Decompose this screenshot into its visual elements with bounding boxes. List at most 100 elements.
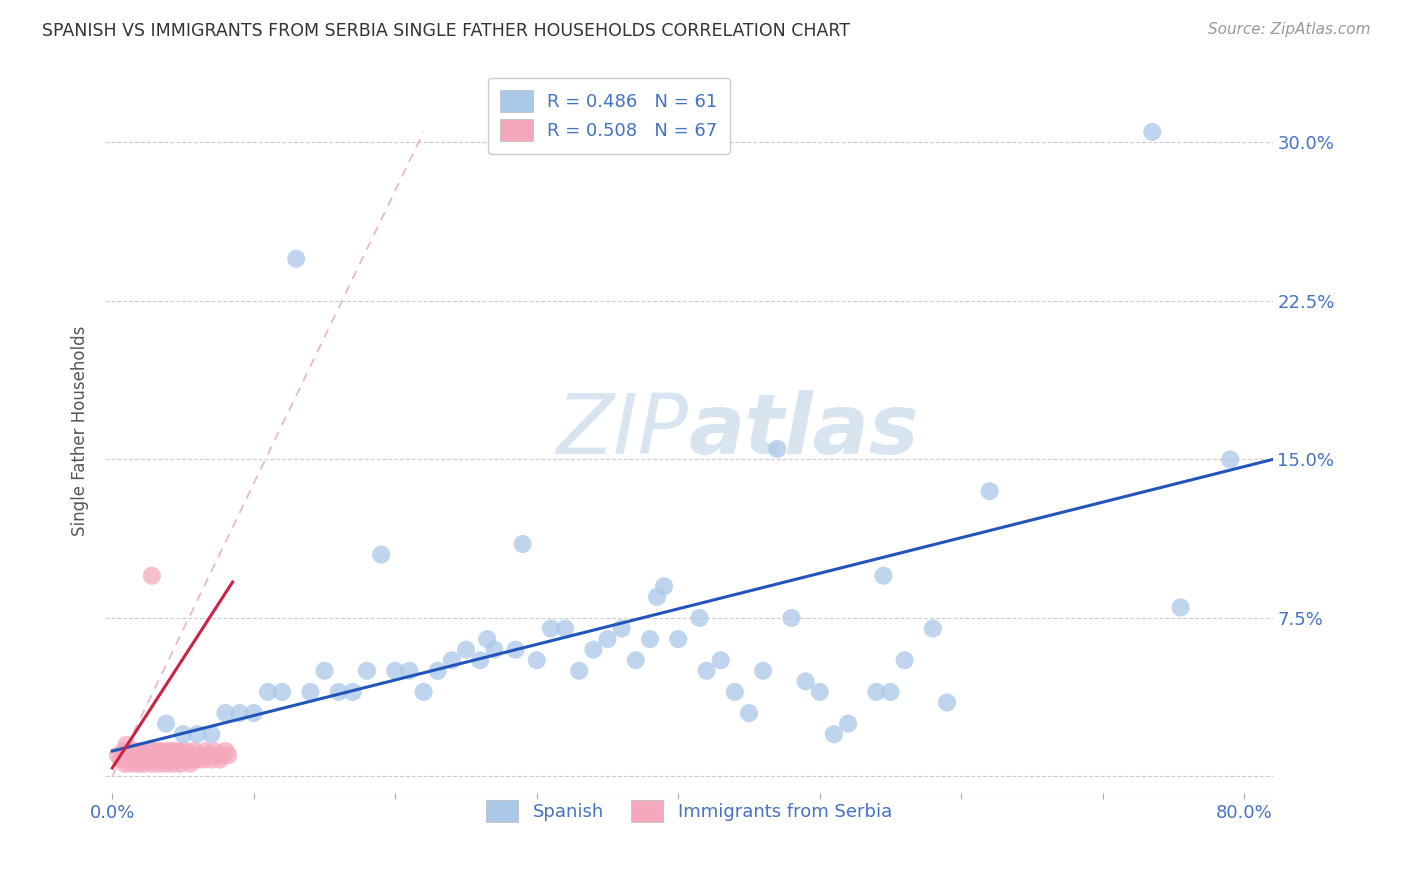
Point — [112, 744, 135, 758]
Point — [176, 748, 198, 763]
Point — [124, 752, 146, 766]
Text: SPANISH VS IMMIGRANTS FROM SERBIA SINGLE FATHER HOUSEHOLDS CORRELATION CHART: SPANISH VS IMMIGRANTS FROM SERBIA SINGLE… — [42, 22, 851, 40]
Point — [342, 685, 364, 699]
Point — [141, 756, 163, 771]
Point — [688, 611, 710, 625]
Point — [208, 752, 231, 766]
Point — [155, 756, 177, 771]
Point — [131, 744, 153, 758]
Point — [152, 748, 174, 763]
Point — [172, 748, 194, 763]
Point — [752, 664, 775, 678]
Point — [217, 748, 239, 763]
Point — [285, 252, 308, 266]
Point — [202, 744, 225, 758]
Point — [596, 632, 619, 646]
Point — [610, 622, 633, 636]
Text: atlas: atlas — [689, 391, 920, 472]
Point — [162, 756, 184, 771]
Point — [526, 653, 548, 667]
Point — [167, 752, 190, 766]
Point — [174, 744, 197, 758]
Point — [865, 685, 887, 699]
Legend: Spanish, Immigrants from Serbia: Spanish, Immigrants from Serbia — [472, 788, 904, 835]
Point — [169, 756, 191, 771]
Point — [146, 744, 169, 758]
Point — [505, 642, 527, 657]
Point — [214, 744, 236, 758]
Point — [145, 752, 167, 766]
Point — [242, 706, 264, 720]
Point — [155, 716, 177, 731]
Point — [794, 674, 817, 689]
Text: ZIP: ZIP — [557, 391, 689, 472]
Point — [135, 752, 157, 766]
Point — [139, 752, 162, 766]
Point — [893, 653, 915, 667]
Point — [356, 664, 378, 678]
Point — [299, 685, 322, 699]
Point — [477, 632, 499, 646]
Point — [156, 744, 179, 758]
Point — [384, 664, 406, 678]
Point — [1219, 452, 1241, 467]
Point — [666, 632, 689, 646]
Point — [484, 642, 506, 657]
Point — [638, 632, 661, 646]
Point — [184, 748, 207, 763]
Point — [148, 756, 170, 771]
Point — [823, 727, 845, 741]
Point — [197, 748, 219, 763]
Y-axis label: Single Father Households: Single Father Households — [72, 326, 89, 536]
Point — [979, 484, 1001, 499]
Point — [314, 664, 336, 678]
Point — [163, 748, 186, 763]
Point — [582, 642, 605, 657]
Point — [157, 748, 180, 763]
Point — [879, 685, 901, 699]
Point — [127, 756, 149, 771]
Point — [159, 752, 181, 766]
Point — [188, 748, 211, 763]
Point — [138, 748, 160, 763]
Point — [328, 685, 350, 699]
Point — [228, 706, 250, 720]
Point — [398, 664, 420, 678]
Point — [710, 653, 733, 667]
Point — [766, 442, 789, 456]
Point — [211, 748, 233, 763]
Text: Source: ZipAtlas.com: Source: ZipAtlas.com — [1208, 22, 1371, 37]
Point — [179, 756, 201, 771]
Point — [568, 664, 591, 678]
Point — [114, 756, 136, 771]
Point — [177, 752, 200, 766]
Point — [652, 579, 675, 593]
Point — [120, 744, 142, 758]
Point — [172, 727, 194, 741]
Point — [118, 752, 141, 766]
Point — [370, 548, 392, 562]
Point — [1142, 125, 1164, 139]
Point — [181, 752, 204, 766]
Point — [200, 727, 222, 741]
Point — [125, 744, 148, 758]
Point — [150, 744, 173, 758]
Point — [624, 653, 647, 667]
Point — [107, 748, 129, 763]
Point — [440, 653, 463, 667]
Point — [115, 738, 138, 752]
Point — [129, 752, 152, 766]
Point — [808, 685, 831, 699]
Point — [110, 752, 132, 766]
Point — [780, 611, 803, 625]
Point — [454, 642, 477, 657]
Point — [1170, 600, 1192, 615]
Point — [186, 752, 208, 766]
Point — [738, 706, 761, 720]
Point — [180, 748, 202, 763]
Point — [165, 744, 187, 758]
Point — [122, 748, 145, 763]
Point — [143, 748, 166, 763]
Point — [837, 716, 859, 731]
Point — [512, 537, 534, 551]
